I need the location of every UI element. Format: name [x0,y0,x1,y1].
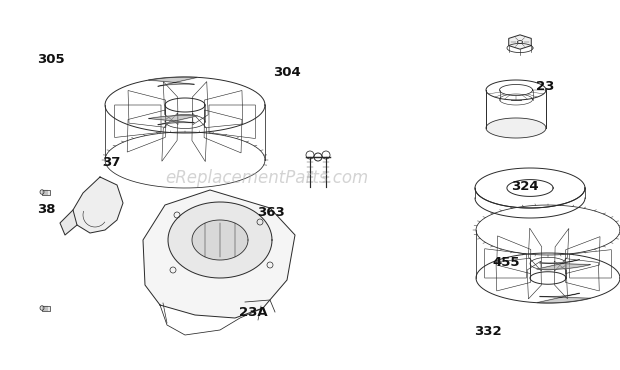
Text: 23A: 23A [239,306,267,319]
Text: 363: 363 [257,206,285,219]
Polygon shape [537,293,590,303]
Text: 38: 38 [37,202,56,216]
FancyBboxPatch shape [42,189,50,195]
Text: 23: 23 [536,80,555,94]
Polygon shape [486,118,546,138]
Polygon shape [143,190,295,318]
Text: 37: 37 [102,156,121,169]
Polygon shape [60,210,77,235]
Polygon shape [149,115,198,125]
FancyBboxPatch shape [42,306,50,310]
Ellipse shape [40,190,44,194]
Text: 324: 324 [512,180,539,194]
Polygon shape [168,202,272,278]
Text: 332: 332 [474,324,502,338]
Text: 305: 305 [37,53,65,66]
Text: 304: 304 [273,65,301,79]
Polygon shape [149,77,198,86]
Polygon shape [537,260,590,269]
Polygon shape [73,177,123,233]
Text: eReplacementParts.com: eReplacementParts.com [165,169,368,186]
Ellipse shape [40,306,44,310]
Text: 455: 455 [493,256,520,269]
Polygon shape [509,35,531,49]
Polygon shape [192,220,248,260]
